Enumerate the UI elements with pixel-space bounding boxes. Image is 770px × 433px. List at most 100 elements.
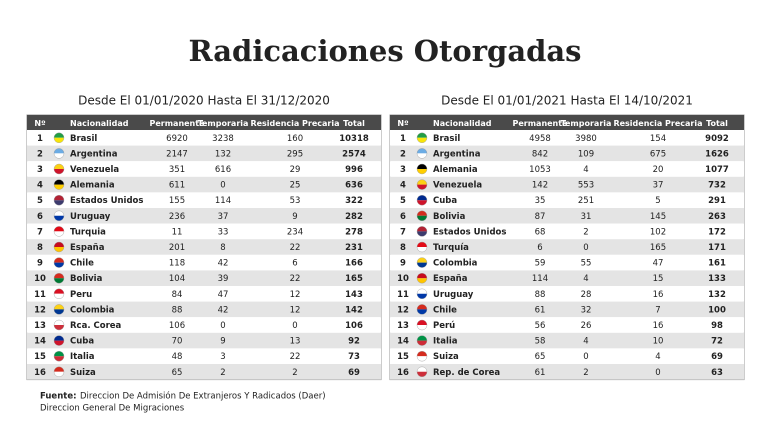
table-cell: 996: [345, 165, 363, 175]
table-cell: 84: [172, 290, 183, 300]
table-row: [27, 145, 381, 162]
table-cell: 611: [169, 181, 185, 191]
table-cell: 0: [292, 321, 297, 331]
table-row: [27, 161, 381, 177]
flag-outline: [416, 226, 428, 237]
table-cell: 39: [218, 274, 229, 284]
flag-icon: [54, 184, 64, 190]
flag-icon: [54, 293, 64, 299]
table-cell: 69: [711, 352, 723, 362]
table-cell: Turquia: [70, 227, 106, 237]
flag-outline: [53, 335, 65, 346]
table-cell: 9: [220, 337, 225, 347]
table-cell: 636: [345, 181, 363, 191]
table-cell: 4958: [529, 134, 551, 144]
flag-icon: [417, 179, 427, 185]
table-row: [390, 301, 744, 318]
table-cell: 13: [34, 321, 46, 331]
table-cell: 1626: [705, 149, 729, 159]
table-row: [27, 223, 381, 240]
table-row: [27, 192, 381, 208]
flag-outline: [416, 335, 428, 346]
flag-icon: [54, 257, 64, 263]
table-cell: 72: [711, 337, 723, 347]
flag-icon: [54, 325, 64, 330]
table-cell: 2574: [342, 149, 366, 159]
table-cell: 5: [37, 196, 43, 206]
table-cell: 16: [397, 368, 409, 378]
flag-icon: [54, 137, 64, 143]
table-cell: Venezuela: [433, 181, 482, 191]
flag-outline: [416, 241, 428, 253]
flag-icon: [54, 247, 64, 252]
flag-outline: [416, 273, 428, 284]
table-cell: 35: [535, 196, 546, 206]
table-cell: 11: [397, 290, 409, 300]
table-cell: 6: [400, 212, 406, 222]
flag-icon: [54, 169, 64, 174]
flag-icon: [417, 293, 427, 299]
table-cell: 2: [292, 368, 297, 378]
table-cell: 29: [290, 165, 301, 175]
table-cell: 11: [172, 227, 183, 237]
flag-icon: [417, 257, 427, 263]
flag-outline: [53, 304, 65, 315]
table-cell: 70: [172, 337, 183, 347]
table-cell: 0: [220, 181, 225, 191]
flag-icon: [417, 262, 427, 268]
table-cell: 26: [581, 321, 592, 331]
flag-icon: [54, 210, 64, 216]
table-cell: 92: [348, 337, 360, 347]
table-cell: 145: [650, 212, 666, 222]
column-header: Total: [343, 119, 365, 128]
table-cell: 109: [578, 149, 594, 159]
flag-outline: [416, 179, 428, 190]
table-cell: 2: [583, 368, 588, 378]
table-cell: 142: [532, 181, 548, 191]
flag-outline: [53, 257, 65, 268]
flag-outline: [53, 241, 65, 253]
table-cell: 104: [169, 274, 185, 284]
table-cell: España: [433, 274, 468, 284]
table-cell: 118: [169, 259, 185, 269]
table-cell: Alemania: [433, 165, 478, 175]
table-cell: 12: [290, 305, 301, 315]
table-row: [27, 208, 381, 224]
table-row: [390, 332, 744, 349]
table-cell: 7: [400, 227, 406, 237]
flag-icon: [54, 288, 64, 294]
flag-icon: [54, 226, 64, 232]
table-row: [390, 254, 744, 271]
table-cell: 172: [708, 227, 726, 237]
table-cell: Brasil: [433, 134, 460, 144]
table-cell: 6: [537, 243, 542, 253]
table-cell: 2: [400, 149, 406, 159]
table-subtitle: Desde El 01/01/2021 Hasta El 14/10/2021: [441, 94, 693, 108]
table-cell: 9: [400, 259, 406, 269]
table-cell: 236: [169, 212, 185, 222]
flag-outline: [416, 304, 428, 315]
table-cell: 53: [290, 196, 301, 206]
flag-icon: [54, 340, 64, 346]
flag-icon: [54, 366, 64, 372]
table-cell: 13: [290, 337, 301, 347]
table-cell: 7: [37, 227, 43, 237]
table-cell: 25: [290, 181, 301, 191]
table-cell: 3: [37, 165, 43, 175]
table-cell: 47: [653, 259, 664, 269]
table-cell: Italia: [70, 352, 95, 362]
table-cell: Peru: [70, 290, 92, 300]
source-line: Direccion De Admisión De Extranjeros Y R…: [80, 391, 326, 402]
column-header: Residencia Precaria: [613, 119, 702, 128]
table-subtitle: Desde El 01/01/2020 Hasta El 31/12/2020: [78, 94, 330, 108]
table-cell: Italia: [433, 337, 458, 347]
table-cell: 3: [400, 165, 406, 175]
table-cell: 675: [650, 149, 666, 159]
table-cell: 6920: [166, 134, 188, 144]
flag-outline: [416, 366, 428, 377]
table-cell: Rca. Corea: [70, 321, 122, 331]
table-cell: Venezuela: [70, 165, 119, 175]
table-cell: 48: [172, 352, 183, 362]
flag-outline: [416, 210, 428, 222]
